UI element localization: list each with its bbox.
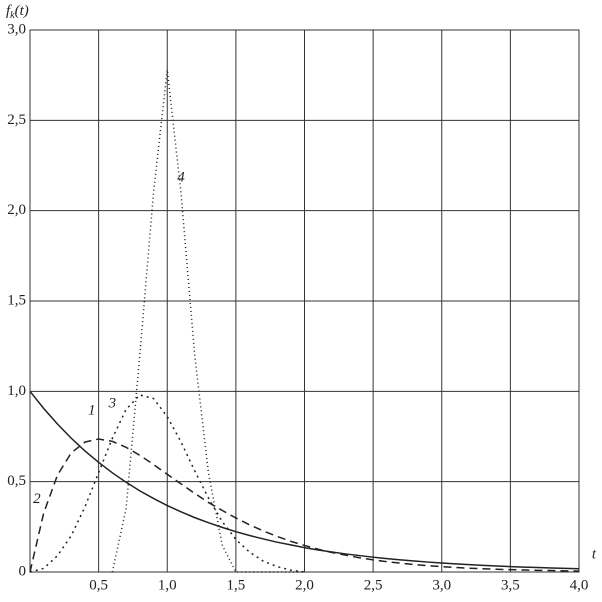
x-tick-label: 2,0	[295, 577, 314, 593]
x-tick-label: 0,5	[89, 577, 108, 593]
y-tick-label: 1,0	[7, 383, 26, 399]
x-axis-label: t	[592, 546, 597, 562]
y-label-arg: (t)	[15, 3, 29, 19]
x-tick-label: 4,0	[570, 577, 589, 593]
y-tick-label: 0	[19, 563, 27, 579]
plot-frame	[29, 29, 580, 573]
y-tick-label: 2,5	[7, 112, 26, 128]
series-line	[29, 438, 580, 573]
x-tick-label: 1,5	[227, 577, 246, 593]
x-tick-label: 3,0	[432, 577, 451, 593]
series-label: 2	[33, 491, 41, 507]
y-label-f: f	[6, 3, 12, 19]
x-tick-label: 2,5	[364, 577, 383, 593]
series-label: 3	[108, 395, 117, 411]
x-tick-label: 3,5	[501, 577, 520, 593]
y-tick-label: 0,5	[7, 473, 26, 489]
y-tick-label: 2,0	[7, 202, 26, 218]
series-line	[111, 69, 305, 573]
x-tick-label: 1,0	[158, 577, 177, 593]
y-axis-label: fk(t)	[6, 3, 29, 21]
series-label: 4	[177, 170, 185, 186]
series-line	[29, 394, 305, 573]
series-line	[29, 390, 580, 570]
series-label: 1	[88, 403, 96, 419]
y-label-sub: k	[10, 10, 15, 21]
y-tick-label: 3,0	[7, 21, 26, 37]
y-tick-label: 1,5	[7, 292, 26, 308]
